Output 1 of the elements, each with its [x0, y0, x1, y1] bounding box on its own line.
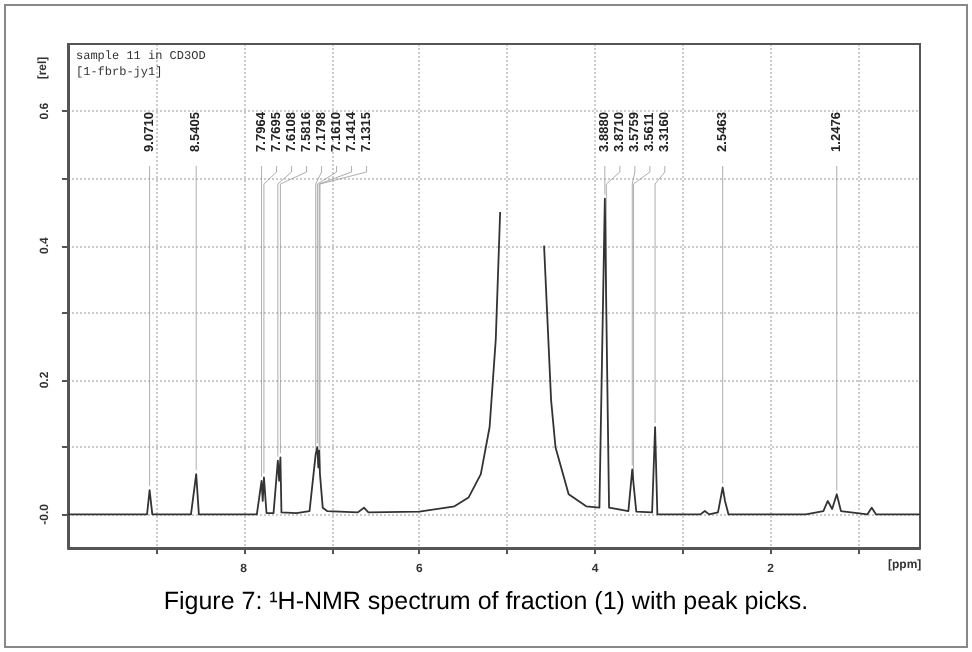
text: Figure 7: ¹H-NMR spectrum of fraction (1) with peak picks. — [163, 587, 809, 615]
